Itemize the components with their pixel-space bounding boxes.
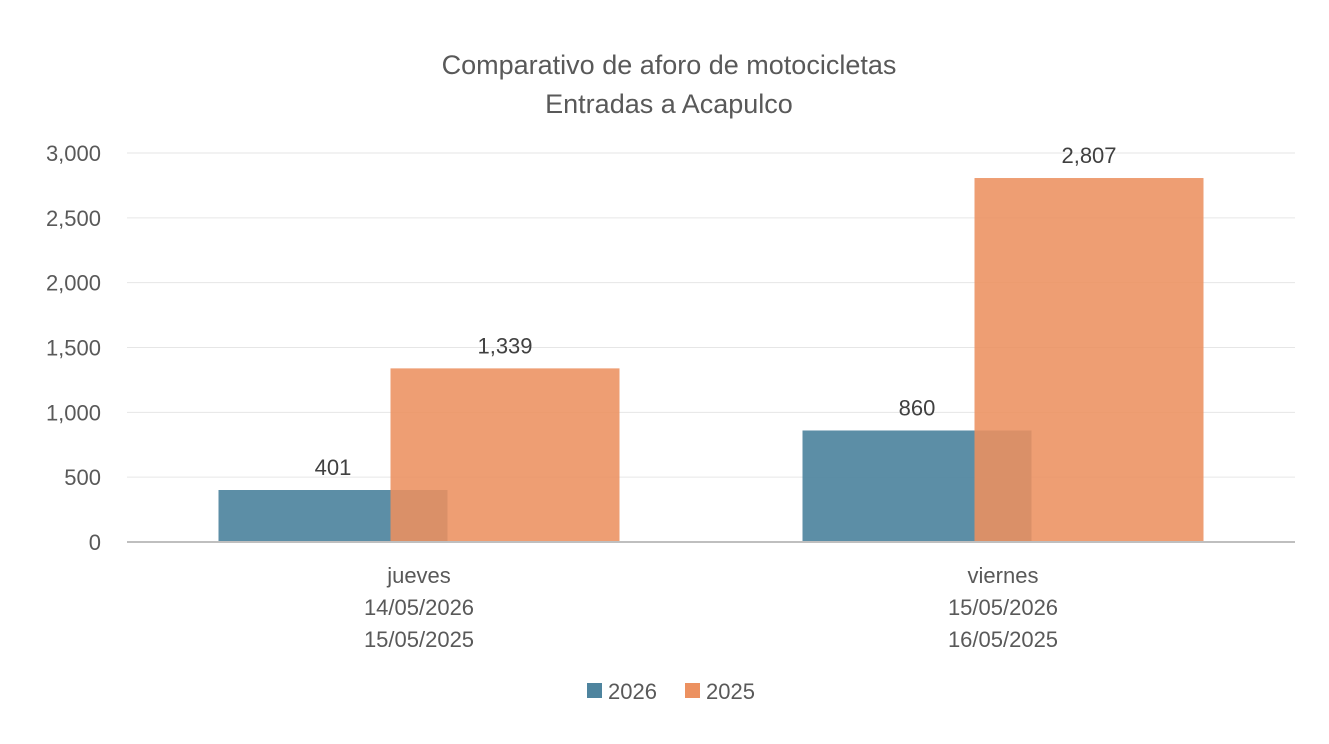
- y-tick-label: 500: [64, 465, 101, 490]
- data-label: 1,339: [477, 333, 532, 358]
- y-tick-label: 1,000: [46, 400, 101, 425]
- legend-label: 2025: [706, 679, 755, 704]
- data-labels: 401 1,339 860 2,807: [315, 143, 1117, 480]
- bars: [218, 178, 1204, 542]
- x-tick-label: 15/05/2025: [364, 627, 474, 652]
- legend-label: 2026: [608, 679, 657, 704]
- y-tick-label: 2,000: [46, 271, 101, 296]
- chart-subtitle: Entradas a Acapulco: [545, 89, 793, 119]
- y-tick-label: 1,500: [46, 336, 101, 361]
- legend-swatch: [685, 683, 700, 698]
- y-tick-label: 3,000: [46, 141, 101, 166]
- data-label: 860: [899, 395, 936, 420]
- x-tick-label: jueves: [386, 563, 451, 588]
- x-tick-label: 16/05/2025: [948, 627, 1058, 652]
- x-axis: jueves 14/05/2026 15/05/2025 viernes 15/05/2…: [127, 541, 1295, 652]
- x-tick-label: viernes: [968, 563, 1039, 588]
- chart-title: Comparativo de aforo de motocicletas: [442, 50, 897, 80]
- x-tick-label: 14/05/2026: [364, 595, 474, 620]
- y-axis: 0 500 1,000 1,500 2,000 2,500 3,000: [46, 141, 101, 555]
- legend-swatch: [587, 683, 602, 698]
- legend: 2026 2025: [587, 679, 755, 704]
- y-tick-label: 2,500: [46, 206, 101, 231]
- bar-2025-1: [974, 178, 1204, 542]
- y-tick-label: 0: [89, 530, 101, 555]
- data-label: 2,807: [1061, 143, 1116, 168]
- x-tick-label: 15/05/2026: [948, 595, 1058, 620]
- data-label: 401: [315, 455, 352, 480]
- bar-2025-0: [390, 368, 620, 542]
